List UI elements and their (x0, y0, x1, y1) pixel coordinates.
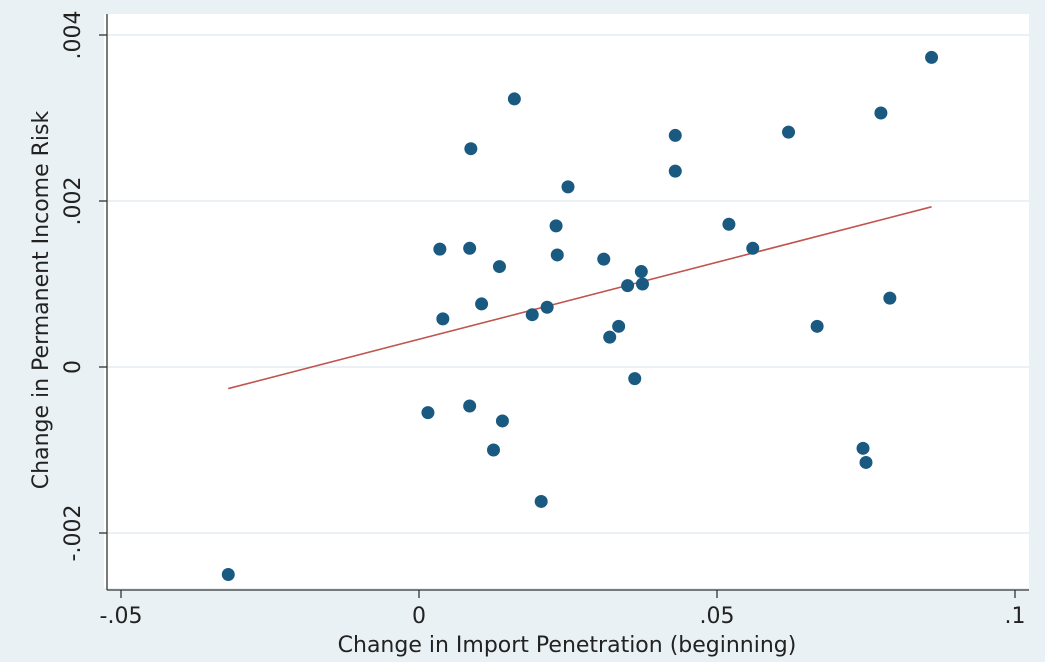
x-axis-title: Change in Import Penetration (beginning) (338, 633, 797, 658)
x-tick-label: .1 (1005, 604, 1026, 629)
x-tick-label: -.05 (100, 604, 143, 629)
axes: -.002 0 .002 .004 -.05 0 .05 .1 (61, 11, 1029, 629)
fit-line (228, 206, 932, 390)
data-point (668, 128, 682, 142)
data-point (782, 125, 796, 139)
data-point (540, 300, 554, 314)
data-point (436, 312, 450, 326)
data-point (433, 242, 447, 256)
y-tick-label: .004 (61, 11, 86, 60)
data-point (856, 441, 870, 455)
data-point (597, 252, 611, 266)
y-tick-label: 0 (61, 360, 86, 374)
data-point (636, 277, 649, 291)
fit-line-group (228, 206, 932, 390)
x-tick-label: 0 (412, 604, 426, 629)
data-point (464, 142, 478, 156)
y-axis-title: Change in Permanent Income Risk (29, 111, 54, 490)
data-point (463, 399, 477, 413)
data-point (221, 568, 235, 581)
data-point (883, 291, 897, 305)
data-point (525, 308, 539, 322)
data-point (603, 330, 617, 344)
y-tick-label: .002 (61, 177, 86, 226)
data-point (561, 180, 575, 194)
x-tick-label: .05 (700, 604, 735, 629)
data-point (925, 50, 939, 64)
data-point (612, 319, 626, 333)
data-point (621, 279, 635, 293)
data-point (810, 319, 824, 333)
data-points (221, 50, 939, 581)
data-point (463, 241, 477, 255)
data-point (421, 406, 435, 420)
data-point (534, 494, 548, 508)
gridlines (104, 34, 1029, 534)
data-point (487, 443, 500, 457)
data-point (492, 260, 506, 274)
data-point (507, 92, 521, 106)
data-point (550, 248, 564, 262)
data-point (746, 241, 760, 255)
data-point (722, 217, 736, 231)
y-tick-label: -.002 (61, 505, 86, 562)
data-point (859, 455, 873, 469)
data-point (475, 297, 489, 311)
data-point (628, 372, 642, 386)
data-point (874, 106, 888, 120)
data-point (495, 414, 509, 428)
data-point (668, 164, 682, 178)
data-point (634, 265, 648, 279)
data-point (549, 219, 563, 233)
